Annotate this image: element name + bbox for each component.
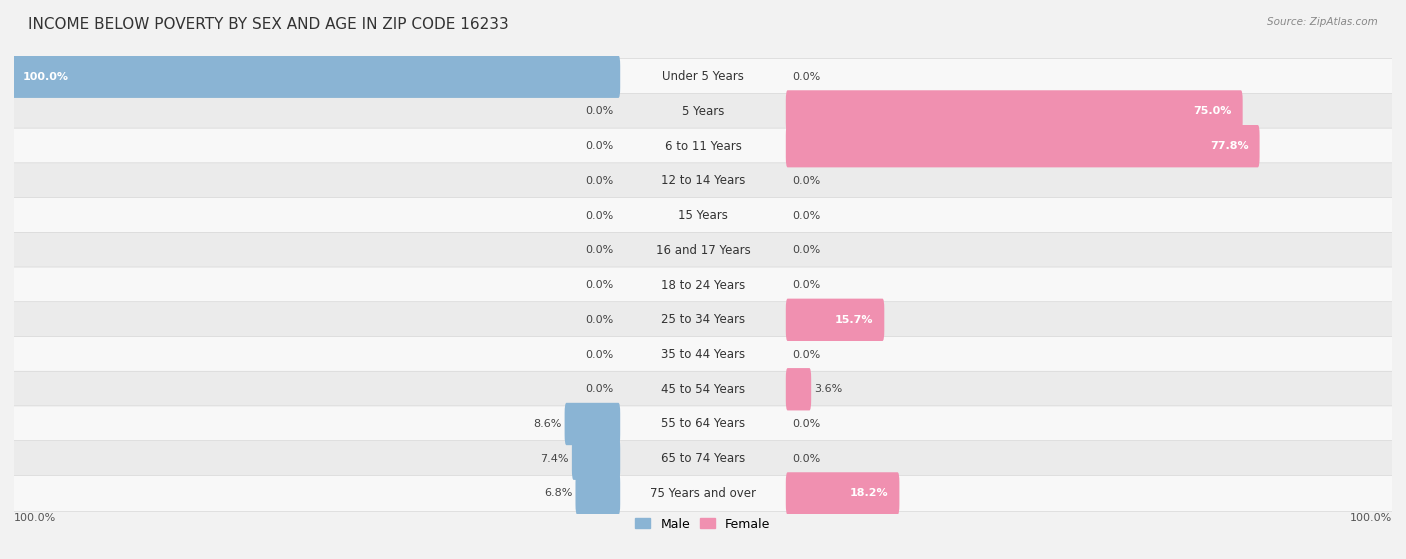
FancyBboxPatch shape	[11, 128, 1395, 164]
FancyBboxPatch shape	[11, 440, 1395, 477]
FancyBboxPatch shape	[786, 90, 1243, 132]
Text: 6.8%: 6.8%	[544, 489, 572, 499]
Text: 0.0%: 0.0%	[585, 280, 613, 290]
Text: INCOME BELOW POVERTY BY SEX AND AGE IN ZIP CODE 16233: INCOME BELOW POVERTY BY SEX AND AGE IN Z…	[28, 17, 509, 32]
Text: 12 to 14 Years: 12 to 14 Years	[661, 174, 745, 187]
FancyBboxPatch shape	[786, 299, 884, 341]
Text: 0.0%: 0.0%	[585, 384, 613, 394]
FancyBboxPatch shape	[11, 337, 1395, 373]
Text: 16 and 17 Years: 16 and 17 Years	[655, 244, 751, 257]
Text: 0.0%: 0.0%	[793, 245, 821, 255]
FancyBboxPatch shape	[11, 59, 1395, 95]
Text: 0.0%: 0.0%	[585, 106, 613, 116]
FancyBboxPatch shape	[786, 472, 900, 515]
Text: 0.0%: 0.0%	[585, 315, 613, 325]
Text: 0.0%: 0.0%	[793, 280, 821, 290]
Text: 0.0%: 0.0%	[585, 349, 613, 359]
Text: 15.7%: 15.7%	[835, 315, 873, 325]
Text: 0.0%: 0.0%	[793, 176, 821, 186]
Text: 100.0%: 100.0%	[14, 513, 56, 523]
FancyBboxPatch shape	[572, 438, 620, 480]
Text: 6 to 11 Years: 6 to 11 Years	[665, 140, 741, 153]
Legend: Male, Female: Male, Female	[630, 513, 776, 536]
FancyBboxPatch shape	[11, 406, 1395, 442]
Text: 45 to 54 Years: 45 to 54 Years	[661, 383, 745, 396]
FancyBboxPatch shape	[565, 403, 620, 445]
Text: 0.0%: 0.0%	[793, 72, 821, 82]
Text: 0.0%: 0.0%	[585, 211, 613, 221]
FancyBboxPatch shape	[11, 93, 1395, 130]
Text: 25 to 34 Years: 25 to 34 Years	[661, 313, 745, 326]
Text: 18.2%: 18.2%	[849, 489, 889, 499]
Text: Source: ZipAtlas.com: Source: ZipAtlas.com	[1267, 17, 1378, 27]
Text: 7.4%: 7.4%	[540, 454, 569, 464]
Text: 0.0%: 0.0%	[585, 141, 613, 151]
Text: 0.0%: 0.0%	[793, 211, 821, 221]
Text: Under 5 Years: Under 5 Years	[662, 70, 744, 83]
FancyBboxPatch shape	[11, 233, 1395, 268]
Text: 100.0%: 100.0%	[22, 72, 69, 82]
FancyBboxPatch shape	[575, 472, 620, 515]
Text: 0.0%: 0.0%	[585, 245, 613, 255]
Text: 75.0%: 75.0%	[1194, 106, 1232, 116]
Text: 5 Years: 5 Years	[682, 105, 724, 118]
Text: 75 Years and over: 75 Years and over	[650, 487, 756, 500]
FancyBboxPatch shape	[11, 371, 1395, 408]
Text: 35 to 44 Years: 35 to 44 Years	[661, 348, 745, 361]
Text: 15 Years: 15 Years	[678, 209, 728, 222]
FancyBboxPatch shape	[11, 475, 1395, 511]
FancyBboxPatch shape	[11, 163, 1395, 199]
FancyBboxPatch shape	[11, 267, 1395, 303]
FancyBboxPatch shape	[786, 125, 1260, 167]
Text: 18 to 24 Years: 18 to 24 Years	[661, 278, 745, 292]
Text: 0.0%: 0.0%	[585, 176, 613, 186]
Text: 0.0%: 0.0%	[793, 419, 821, 429]
Text: 0.0%: 0.0%	[793, 349, 821, 359]
Text: 65 to 74 Years: 65 to 74 Years	[661, 452, 745, 465]
Text: 3.6%: 3.6%	[814, 384, 842, 394]
FancyBboxPatch shape	[11, 197, 1395, 234]
FancyBboxPatch shape	[13, 55, 620, 98]
Text: 8.6%: 8.6%	[533, 419, 561, 429]
FancyBboxPatch shape	[786, 368, 811, 410]
Text: 0.0%: 0.0%	[793, 454, 821, 464]
Text: 77.8%: 77.8%	[1211, 141, 1249, 151]
Text: 55 to 64 Years: 55 to 64 Years	[661, 418, 745, 430]
FancyBboxPatch shape	[11, 302, 1395, 338]
Text: 100.0%: 100.0%	[1350, 513, 1392, 523]
